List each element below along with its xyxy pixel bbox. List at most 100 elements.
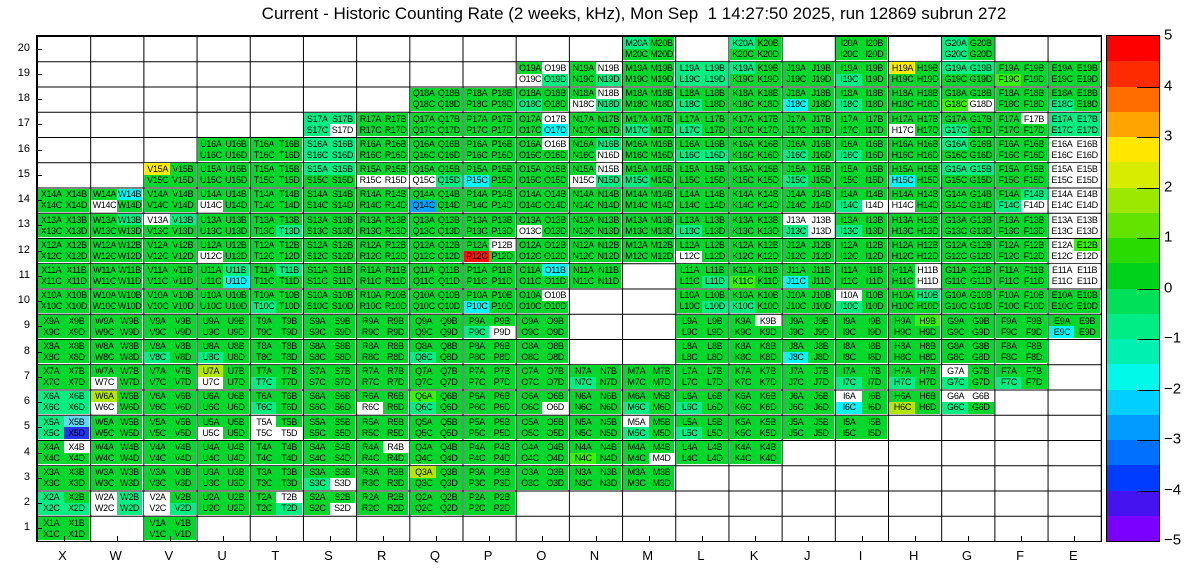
cell-M18B: M18B bbox=[648, 87, 675, 101]
cell-G15A: G15A bbox=[942, 163, 969, 176]
cell-L19B: L19B bbox=[702, 62, 728, 75]
cell-X7C: X7C bbox=[38, 376, 65, 389]
y-axis-label-10: 10 bbox=[17, 294, 30, 307]
cell-E19A: E19A bbox=[1048, 62, 1076, 75]
cell-P11C: P11C bbox=[463, 275, 491, 288]
cell-V12D: V12D bbox=[170, 250, 196, 263]
colorbar-band bbox=[1107, 61, 1159, 87]
cell-F11A: F11A bbox=[995, 264, 1023, 277]
colorbar-tick bbox=[1137, 187, 1159, 189]
cell-J17A: J17A bbox=[782, 112, 810, 126]
cell-L10B: L10B bbox=[702, 289, 728, 303]
cell-O13A: O13A bbox=[516, 213, 544, 227]
cell-W6D: W6D bbox=[116, 402, 143, 414]
cell-N7C: N7C bbox=[570, 376, 597, 389]
cell-X8B: X8B bbox=[63, 340, 90, 353]
cell-G14B: G14B bbox=[968, 188, 994, 202]
cell-I9C: I9C bbox=[836, 326, 863, 338]
cell-M5C: M5C bbox=[623, 427, 650, 439]
colorbar-label-0: 0 bbox=[1164, 279, 1173, 296]
cell-I17C: I17C bbox=[836, 124, 863, 136]
cell-S16C: S16C bbox=[304, 149, 331, 162]
cell-O16B: O16B bbox=[542, 138, 568, 151]
cell-I8A: I8A bbox=[836, 340, 863, 353]
cell-Q17D: Q17D bbox=[436, 124, 462, 136]
cell-J12D: J12D bbox=[808, 250, 834, 263]
cell-I5D: I5D bbox=[861, 427, 888, 439]
cell-O18D: O18D bbox=[542, 99, 568, 111]
cell-R4D: R4D bbox=[382, 452, 409, 465]
cell-S12A: S12A bbox=[304, 239, 331, 252]
cell-I5A: I5A bbox=[836, 415, 863, 429]
cell-U5D: U5D bbox=[223, 427, 249, 439]
y-axis-tick bbox=[37, 326, 42, 328]
cell-V2B: V2B bbox=[170, 491, 196, 505]
cell-R14D: R14D bbox=[382, 200, 409, 212]
cell-R9C: R9C bbox=[357, 326, 384, 338]
cell-N17C: N17C bbox=[570, 124, 597, 136]
cell-V4A: V4A bbox=[144, 441, 171, 454]
cell-N18A: N18A bbox=[570, 87, 597, 101]
cell-T7D: T7D bbox=[276, 376, 302, 389]
cell-W6A: W6A bbox=[91, 390, 118, 404]
cell-G11C: G11C bbox=[942, 275, 969, 288]
cell-S8B: S8B bbox=[329, 340, 356, 353]
cell-J18D: J18D bbox=[808, 99, 834, 111]
cell-X6B: X6B bbox=[63, 390, 90, 404]
colorbar-band bbox=[1107, 162, 1159, 188]
cell-N6B: N6B bbox=[595, 390, 622, 404]
cell-L11D: L11D bbox=[702, 275, 728, 288]
y-axis-tick bbox=[37, 402, 42, 404]
cell-R5B: R5B bbox=[382, 415, 409, 429]
y-axis-label-1: 1 bbox=[23, 521, 30, 534]
cell-T5B: T5B bbox=[276, 415, 302, 429]
cell-H8A: H8A bbox=[889, 340, 916, 353]
cell-I10B: I10B bbox=[861, 289, 888, 303]
cell-N7D: N7D bbox=[595, 376, 622, 389]
cell-M19D: M19D bbox=[648, 73, 675, 86]
cell-S2C: S2C bbox=[304, 503, 331, 515]
cell-H7B: H7B bbox=[914, 365, 941, 378]
cell-E18D: E18D bbox=[1074, 99, 1100, 111]
cell-L13D: L13D bbox=[702, 225, 728, 237]
cell-U3D: U3D bbox=[223, 477, 249, 490]
cell-X5A: X5A bbox=[38, 415, 65, 429]
cell-P10B: P10B bbox=[489, 289, 515, 303]
cell-G18D: G18D bbox=[968, 99, 994, 111]
cell-X6C: X6C bbox=[38, 402, 65, 414]
cell-W10C: W10C bbox=[91, 301, 118, 313]
cell-T2D: T2D bbox=[276, 503, 302, 515]
cell-G6B: G6B bbox=[968, 390, 994, 404]
cell-Q3C: Q3C bbox=[410, 477, 437, 490]
cell-S17D: S17D bbox=[329, 124, 356, 136]
cell-P4C: P4C bbox=[463, 452, 491, 465]
cell-J16A: J16A bbox=[782, 138, 810, 151]
cell-S6B: S6B bbox=[329, 390, 356, 404]
cell-S10D: S10D bbox=[329, 301, 356, 313]
cell-K10B: K10B bbox=[755, 289, 781, 303]
cell-M5D: M5D bbox=[648, 427, 675, 439]
cell-K11A: K11A bbox=[729, 264, 757, 277]
cell-U16B: U16B bbox=[223, 138, 249, 151]
cell-F10B: F10B bbox=[1021, 289, 1047, 303]
cell-M13D: M13D bbox=[648, 225, 675, 237]
cell-J7B: J7B bbox=[808, 365, 834, 378]
colorbar-band bbox=[1107, 389, 1159, 415]
cell-K12C: K12C bbox=[729, 250, 757, 263]
x-axis-label-U: U bbox=[217, 548, 227, 563]
cell-X4A: X4A bbox=[38, 441, 65, 454]
cell-K10C: K10C bbox=[729, 301, 757, 313]
cell-J8A: J8A bbox=[782, 340, 810, 353]
cell-P9B: P9B bbox=[489, 314, 515, 328]
cell-V10C: V10C bbox=[144, 301, 171, 313]
cell-O11D: O11D bbox=[542, 275, 568, 288]
cell-R14A: R14A bbox=[357, 188, 384, 202]
cell-M17A: M17A bbox=[623, 112, 650, 126]
colorbar-band bbox=[1107, 36, 1159, 62]
y-axis-label-13: 13 bbox=[17, 218, 30, 231]
y-axis-label-9: 9 bbox=[23, 319, 30, 332]
cell-I15B: I15B bbox=[861, 163, 888, 176]
cell-M15B: M15B bbox=[648, 163, 675, 176]
cell-X7A: X7A bbox=[38, 365, 65, 378]
cell-F19C: F19C bbox=[995, 73, 1023, 86]
